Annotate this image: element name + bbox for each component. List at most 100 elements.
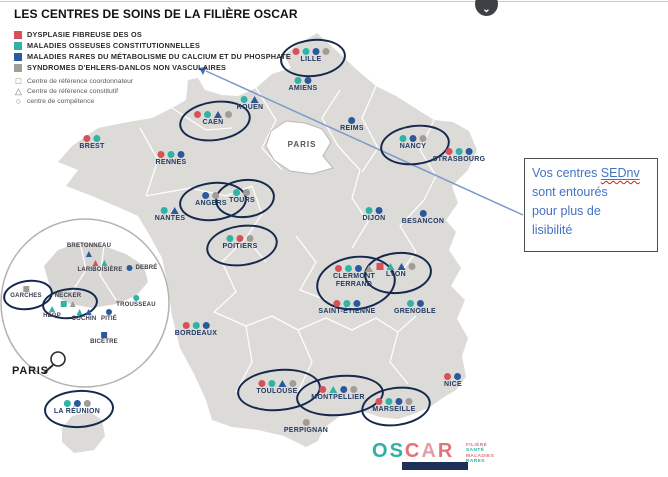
scroll-down-button[interactable]: ⌄ bbox=[475, 0, 498, 16]
center-type-item: △ Centre de référence constitutif bbox=[14, 86, 133, 96]
city-label: SAINT-ÉTIENNE bbox=[318, 308, 376, 315]
city-dijon: DIJON bbox=[363, 207, 386, 223]
blue-dot-marker bbox=[202, 192, 210, 199]
hospital-markers bbox=[126, 265, 133, 272]
gray-dot-marker bbox=[350, 386, 357, 393]
city-label: GRENOBLE bbox=[393, 308, 437, 315]
city-markers bbox=[63, 400, 91, 407]
city-lille: LILLE bbox=[292, 48, 330, 64]
city-nantes: NANTES bbox=[155, 207, 186, 223]
city-label: TOULOUSE bbox=[256, 388, 298, 395]
hospital-label: COCHIN bbox=[71, 316, 97, 322]
la-reunion-island bbox=[62, 412, 105, 453]
city-label: RENNES bbox=[155, 159, 187, 166]
red-dot-marker bbox=[157, 151, 165, 158]
city-label: LILLE bbox=[300, 56, 322, 63]
city-markers bbox=[202, 192, 220, 199]
gray-dot-marker bbox=[212, 192, 220, 199]
city-label: ANGERS bbox=[195, 200, 227, 207]
city-label: PERPIGNAN bbox=[283, 427, 329, 434]
legend-swatch bbox=[14, 52, 22, 61]
blue-triangle-marker bbox=[171, 207, 179, 214]
blue-dot-marker bbox=[409, 135, 417, 142]
annotation-line: pour plus de bbox=[532, 204, 601, 218]
teal-dot-marker bbox=[406, 300, 414, 307]
teal-dot-marker bbox=[455, 148, 463, 155]
hospital-bicetre: BICÊTRE bbox=[90, 332, 118, 346]
legend-label: SYNDROMES D'EHLERS-DANLOS NON VASCULAIRE… bbox=[27, 63, 227, 72]
center-type-legend: □ Centre de référence coordonnateur △ Centr… bbox=[14, 76, 133, 106]
red-dot-marker bbox=[236, 235, 244, 242]
hospital-markers bbox=[85, 251, 92, 258]
hospital-markers bbox=[76, 309, 92, 315]
city-markers bbox=[194, 111, 232, 118]
red-dot-marker bbox=[319, 386, 326, 393]
teal-triangle-marker bbox=[76, 309, 83, 315]
gray-dot-marker bbox=[302, 419, 310, 426]
blue-triangle-marker bbox=[277, 380, 286, 387]
red-dot-marker bbox=[335, 265, 342, 272]
annotation-line: Vos centres SEDnv bbox=[532, 166, 640, 180]
hospital-hegp: HEGP bbox=[43, 306, 61, 320]
city-markers bbox=[406, 300, 424, 307]
legend-item: MALADIES RARES DU MÉTABOLISME DU CALCIUM… bbox=[14, 51, 291, 62]
blue-dot-marker bbox=[465, 148, 473, 155]
gray-dot-marker bbox=[225, 111, 232, 118]
teal-dot-marker bbox=[93, 135, 101, 142]
legend-item: SYNDROMES D'EHLERS-DANLOS NON VASCULAIRE… bbox=[14, 62, 291, 73]
city-label: STRASBOURG bbox=[432, 156, 486, 163]
hospital-label: BICÊTRE bbox=[90, 339, 118, 345]
annotation-line: lisibilité bbox=[532, 223, 573, 237]
oscar-logo-bar bbox=[402, 462, 468, 470]
red-dot-marker bbox=[333, 300, 341, 307]
city-markers bbox=[226, 235, 254, 242]
center-type-label: Centre de référence coordonnateur bbox=[27, 77, 134, 85]
page-title: LES CENTRES DE SOINS DE LA FILIÈRE OSCAR bbox=[14, 7, 298, 21]
center-type-label: Centre de référence constitutif bbox=[27, 87, 119, 95]
hospital-markers bbox=[92, 260, 108, 266]
annotation-arrow bbox=[199, 66, 524, 216]
city-amiens: AMIENS bbox=[288, 77, 317, 93]
legend-item: DYSPLASIE FIBREUSE DES OS bbox=[14, 29, 291, 40]
hospital-necker: NECKER bbox=[55, 293, 82, 308]
blue-dot-marker bbox=[416, 300, 424, 307]
red-triangle-marker bbox=[92, 260, 99, 266]
city-la-reunion: LA RÉUNION bbox=[54, 400, 100, 416]
city-toulouse: TOULOUSE bbox=[256, 380, 297, 396]
city-label: AMIENS bbox=[288, 85, 318, 92]
hospital-label: TROUSSEAU bbox=[116, 302, 156, 308]
gray-dot-marker bbox=[83, 400, 91, 407]
gray-dot-marker bbox=[419, 135, 427, 142]
city-markers bbox=[241, 96, 259, 103]
legend-swatch bbox=[14, 63, 22, 72]
red-square-marker bbox=[376, 263, 384, 270]
annotation-box: Vos centres SEDnv sont entourés pour plus … bbox=[524, 158, 658, 252]
logo-tagline-line: SANTÉ bbox=[466, 448, 485, 454]
city-label: BREST bbox=[79, 143, 105, 150]
city-grenoble: GRENOBLE bbox=[394, 300, 436, 316]
square-outline-icon: □ bbox=[15, 75, 22, 86]
disease-legend: DYSPLASIE FIBREUSE DES OS MALADIES OSSEUS… bbox=[14, 29, 291, 73]
logo-letter: R bbox=[437, 440, 455, 462]
teal-dot-marker bbox=[241, 96, 248, 103]
city-label: LA RÉUNION bbox=[53, 408, 101, 415]
teal-dot-marker bbox=[385, 398, 393, 405]
oscar-logo-tagline: FILIÈRE SANTÉ MALADIES RARES bbox=[466, 443, 494, 465]
logo-tagline-line: RARES bbox=[466, 459, 485, 465]
hospital-markers bbox=[23, 286, 29, 292]
blue-dot-marker bbox=[312, 48, 320, 55]
city-label: LYON bbox=[385, 271, 406, 278]
hospital-garches: GARCHES bbox=[10, 286, 42, 300]
city-tours: TOURS bbox=[229, 189, 255, 205]
city-label: CLERMONT FERRAND bbox=[332, 273, 376, 289]
hospital-cochin: COCHIN bbox=[72, 309, 97, 323]
city-markers bbox=[365, 207, 383, 214]
gray-square-marker bbox=[23, 286, 29, 292]
red-dot-marker bbox=[375, 398, 383, 405]
hospital-lariboisiere: LARIBOISIÈRE bbox=[77, 260, 122, 274]
blue-square-marker bbox=[101, 332, 107, 338]
teal-dot-marker bbox=[161, 207, 168, 214]
city-bordeaux: BORDEAUX bbox=[175, 322, 217, 338]
sednv-highlight: SEDnv bbox=[600, 166, 640, 180]
inset-paris-label: PARIS bbox=[12, 365, 49, 377]
